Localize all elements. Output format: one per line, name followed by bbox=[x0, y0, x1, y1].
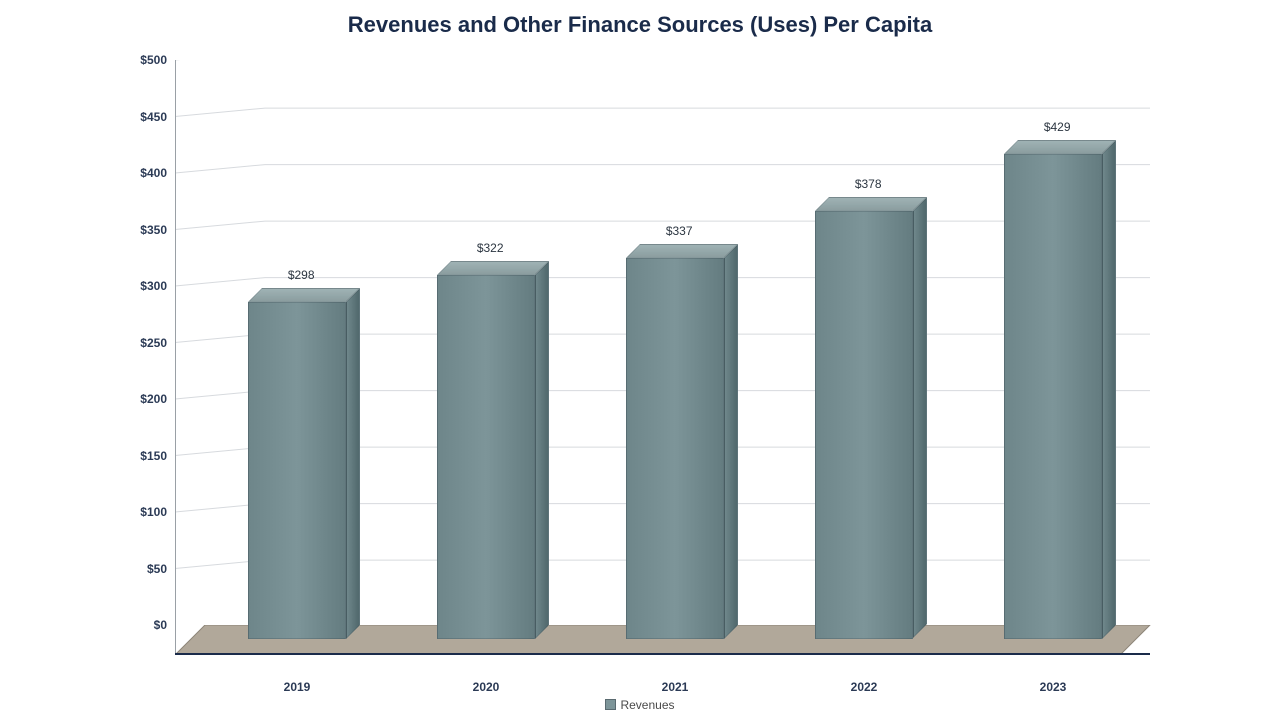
baseline bbox=[175, 653, 1150, 655]
x-tick-label: 2019 bbox=[284, 680, 311, 694]
y-axis-line bbox=[175, 60, 176, 655]
y-tick-label: $500 bbox=[107, 53, 167, 67]
chart-title: Revenues and Other Finance Sources (Uses… bbox=[0, 12, 1280, 38]
x-tick-label: 2021 bbox=[662, 680, 689, 694]
legend: Revenues bbox=[0, 698, 1280, 712]
y-tick-label: $250 bbox=[107, 336, 167, 350]
bar bbox=[626, 258, 724, 639]
y-tick-label: $450 bbox=[107, 110, 167, 124]
y-tick-label: $150 bbox=[107, 449, 167, 463]
y-tick-label: $350 bbox=[107, 223, 167, 237]
x-tick-label: 2020 bbox=[473, 680, 500, 694]
data-label: $429 bbox=[1044, 120, 1071, 134]
data-label: $322 bbox=[477, 241, 504, 255]
y-tick-label: $0 bbox=[107, 618, 167, 632]
data-label: $337 bbox=[666, 224, 693, 238]
x-tick-label: 2022 bbox=[851, 680, 878, 694]
bar bbox=[1004, 154, 1102, 639]
y-tick-label: $200 bbox=[107, 392, 167, 406]
bar bbox=[248, 302, 346, 639]
y-tick-label: $300 bbox=[107, 279, 167, 293]
bar bbox=[815, 211, 913, 638]
legend-swatch-revenues bbox=[605, 699, 616, 710]
legend-label-revenues: Revenues bbox=[620, 698, 674, 712]
y-tick-label: $400 bbox=[107, 166, 167, 180]
data-label: $378 bbox=[855, 177, 882, 191]
plot-area: $0$50$100$150$200$250$300$350$400$450$50… bbox=[175, 60, 1150, 655]
x-tick-label: 2023 bbox=[1040, 680, 1067, 694]
chart-container: Revenues and Other Finance Sources (Uses… bbox=[0, 0, 1280, 720]
y-tick-label: $50 bbox=[107, 562, 167, 576]
data-label: $298 bbox=[288, 268, 315, 282]
y-tick-label: $100 bbox=[107, 505, 167, 519]
bar bbox=[437, 275, 535, 639]
